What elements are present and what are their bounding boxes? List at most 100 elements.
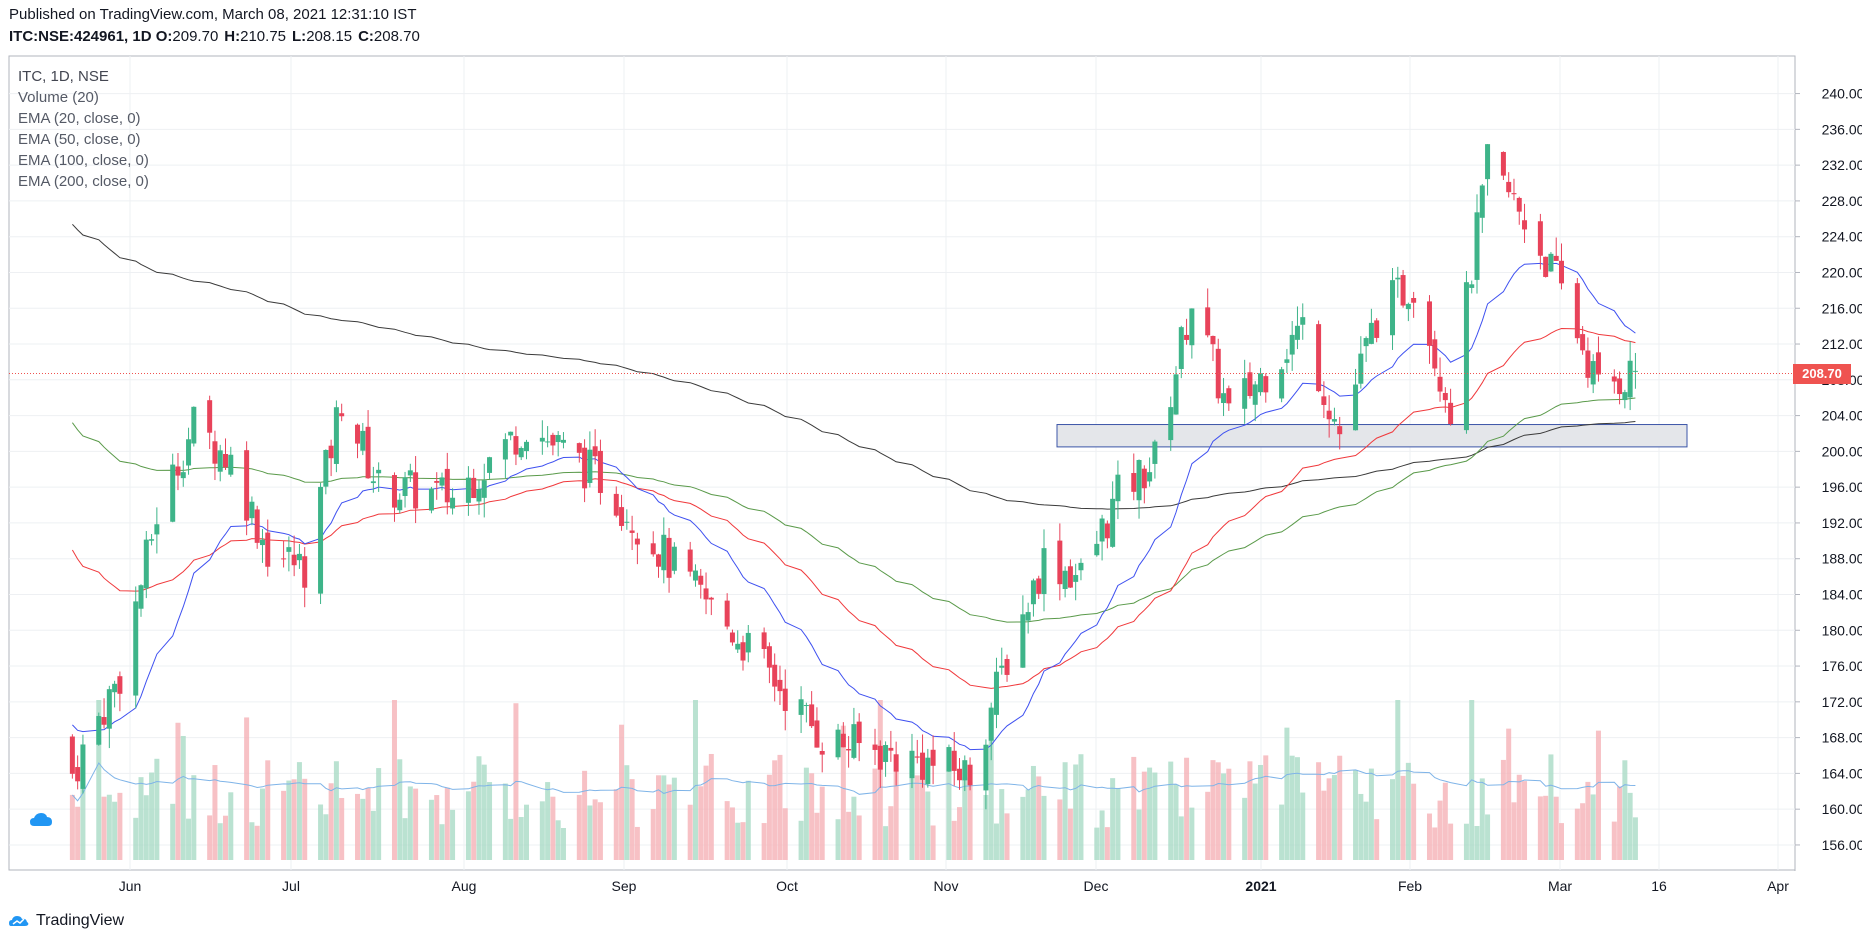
volume-bar (1189, 807, 1195, 860)
volume-bar (798, 820, 804, 860)
candle-body (1448, 402, 1454, 424)
candle-body (1405, 303, 1411, 310)
candle-body (1516, 197, 1522, 212)
volume-bar (117, 792, 123, 860)
volume-bar (634, 826, 640, 860)
x-tick-label: Aug (452, 878, 477, 894)
candle-body (1279, 369, 1285, 399)
volume-bar (1395, 700, 1401, 860)
volume-bar (946, 768, 952, 860)
x-tick-label: Mar (1548, 878, 1572, 894)
volume-bar (835, 819, 841, 860)
candle-body (487, 457, 493, 473)
legend-symbol: ITC, 1D, NSE (18, 68, 109, 85)
volume-bar (101, 796, 107, 860)
volume-bar (1479, 778, 1485, 860)
legend-item: EMA (50, close, 0) (18, 131, 141, 148)
candle-body (1358, 353, 1364, 384)
volume-bar (138, 777, 144, 860)
volume-bar (967, 781, 973, 860)
volume-bar (840, 725, 846, 860)
volume-bar (809, 773, 815, 860)
volume-bar (1263, 755, 1269, 860)
candle-body (883, 745, 889, 762)
volume-bar (75, 806, 81, 860)
x-tick-label: Jul (282, 878, 300, 894)
volume-bar (1152, 772, 1158, 860)
candle-body (471, 477, 477, 499)
volume-bar (777, 754, 783, 860)
candle-body (1400, 275, 1406, 306)
volume-bar (323, 814, 329, 860)
candle-body (597, 450, 603, 493)
volume-bar (745, 780, 751, 860)
volume-bar (133, 817, 139, 860)
candle-body (1411, 298, 1417, 303)
y-tick-label: 192.00 (1822, 515, 1862, 531)
candle-body (291, 554, 297, 566)
volume-ma-line (72, 762, 1636, 802)
candle-body (809, 704, 815, 727)
candle-body (803, 705, 809, 707)
volume-bar (1326, 778, 1332, 860)
brand-name: TradingView (36, 912, 125, 929)
candle-body (798, 699, 804, 715)
candle-body (465, 477, 471, 503)
candle-body (1020, 614, 1026, 668)
volume-bar (1078, 754, 1084, 860)
candle-body (1511, 193, 1517, 195)
y-tick-label: 220.00 (1822, 264, 1862, 280)
candle-body (856, 721, 862, 744)
candle-body (1004, 658, 1010, 675)
candle-body (761, 632, 767, 649)
volume-bar (1374, 819, 1380, 860)
volume-bar (302, 778, 308, 860)
volume-bar (80, 777, 86, 860)
volume-bar (1522, 781, 1528, 860)
ema-50-line (71, 327, 1636, 689)
volume-bar (576, 794, 582, 860)
volume-bar (1062, 762, 1068, 860)
volume-bar (650, 809, 656, 860)
footer-brand[interactable]: TradingView (8, 912, 124, 930)
volume-bar (1141, 771, 1147, 860)
candle-body (370, 481, 376, 484)
volume-bar (925, 791, 931, 860)
volume-bar (481, 764, 487, 860)
candle-body (513, 436, 519, 455)
candle-body (1368, 322, 1374, 344)
ohlc-values: O:209.70 H:210.75 L:208.15 C:208.70 (156, 28, 426, 45)
volume-bar (1115, 787, 1121, 860)
candle-body (835, 729, 841, 758)
candle-body (191, 406, 197, 444)
candle-body (1294, 325, 1300, 340)
legend-item: EMA (20, close, 0) (18, 110, 141, 127)
candle-body (692, 570, 698, 581)
y-tick-label: 212.00 (1822, 336, 1862, 352)
candle-body (265, 532, 271, 567)
volume-bar (465, 791, 471, 860)
published-line: Published on TradingView.com, March 08, … (9, 6, 417, 23)
candle-body (1115, 474, 1121, 502)
volume-bar (1442, 782, 1448, 860)
volume-bar (339, 797, 345, 860)
candle-body (1284, 359, 1290, 363)
candle-body (355, 424, 361, 444)
volume-bar (592, 799, 598, 860)
x-tick-label: Feb (1398, 878, 1422, 894)
volume-bar (782, 808, 788, 860)
candle-body (1479, 185, 1485, 218)
volume-bar (370, 810, 376, 860)
candle-body (1632, 370, 1638, 372)
candle-body (1580, 334, 1586, 351)
volume-bar (1553, 796, 1559, 860)
volume-bar (291, 779, 297, 860)
candle-body (1131, 473, 1137, 492)
volume-bar (244, 717, 250, 860)
volume-bar (487, 782, 493, 860)
y-tick-label: 240.00 (1822, 86, 1862, 102)
volume-bar (265, 760, 271, 860)
volume-bar (1030, 765, 1036, 860)
volume-bar (1205, 791, 1211, 860)
